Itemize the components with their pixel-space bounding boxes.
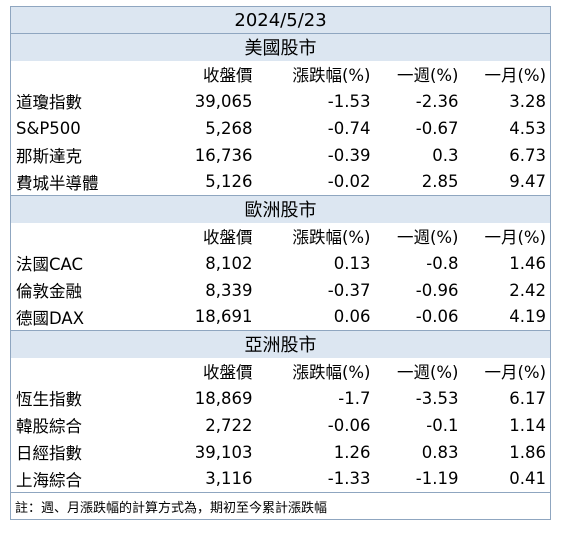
month-value: 4.53 (509, 118, 547, 138)
index-name: S&P500 (16, 118, 81, 138)
index-name: 倫敦金融 (16, 282, 82, 301)
column-header-row: 收盤價 漲跌幅(%) 一週(%) 一月(%) (11, 61, 551, 88)
index-name: 法國CAC (16, 255, 84, 274)
week-value: -3.53 (415, 388, 459, 408)
table-row: 德國DAX 18,691 0.06 -0.06 4.19 (11, 304, 551, 331)
table-body: 2024/5/23 美國股市 收盤價 漲跌幅(%) 一週(%) 一月(%) 道瓊指數 39,… (10, 6, 551, 520)
title-row: 2024/5/23 (10, 6, 551, 34)
close-value: 5,126 (205, 172, 253, 192)
change-value: 1.26 (333, 442, 371, 462)
month-value: 3.28 (509, 91, 547, 111)
change-value: -1.53 (327, 91, 371, 111)
close-value: 18,691 (194, 307, 253, 327)
table-row: 費城半導體 5,126 -0.02 2.85 9.47 (11, 169, 551, 196)
column-header-row: 收盤價 漲跌幅(%) 一週(%) 一月(%) (11, 358, 551, 385)
table-row: 那斯達克 16,736 -0.39 0.3 6.73 (11, 142, 551, 169)
close-value: 18,869 (194, 388, 253, 408)
change-value: -0.39 (327, 145, 371, 165)
week-value: -0.96 (415, 280, 459, 300)
change-value: 0.13 (333, 253, 371, 273)
close-value: 39,103 (194, 442, 253, 462)
week-value: -2.36 (415, 91, 459, 111)
column-header-close: 收盤價 (203, 228, 253, 247)
week-value: -0.1 (426, 415, 459, 435)
section-header-row: 美國股市 (10, 33, 551, 61)
month-value: 2.42 (509, 280, 547, 300)
week-value: -1.19 (415, 469, 459, 489)
change-value: -1.33 (327, 469, 371, 489)
table-row: 日經指數 39,103 1.26 0.83 1.86 (11, 439, 551, 466)
change-value: 0.06 (333, 307, 371, 327)
column-header-week: 一週(%) (396, 228, 459, 247)
column-header-row: 收盤價 漲跌幅(%) 一週(%) 一月(%) (11, 223, 551, 250)
close-value: 5,268 (205, 118, 253, 138)
column-header-close: 收盤價 (203, 66, 253, 85)
month-value: 4.19 (509, 307, 547, 327)
section-title: 亞洲股市 (10, 330, 551, 358)
table-row: S&P500 5,268 -0.74 -0.67 4.53 (11, 115, 551, 142)
column-header-blank (11, 61, 161, 88)
table-row: 恆生指數 18,869 -1.7 -3.53 6.17 (11, 385, 551, 412)
index-name: 恆生指數 (16, 390, 82, 409)
section-header-row: 歐洲股市 (10, 195, 551, 223)
index-name: 上海綜合 (16, 470, 82, 490)
week-value: -0.67 (415, 118, 459, 138)
week-value: -0.8 (426, 253, 459, 273)
index-name: 韓股綜合 (16, 417, 82, 436)
market-summary-table: 2024/5/23 美國股市 收盤價 漲跌幅(%) 一週(%) 一月(%) 道瓊指數 39,… (10, 6, 552, 520)
market-table-frame: 2024/5/23 美國股市 收盤價 漲跌幅(%) 一週(%) 一月(%) 道瓊指數 39,… (10, 6, 552, 533)
column-header-close: 收盤價 (203, 363, 253, 382)
report-date: 2024/5/23 (10, 6, 551, 34)
table-row: 上海綜合 3,116 -1.33 -1.19 0.41 (11, 466, 551, 493)
week-value: 0.83 (421, 442, 459, 462)
column-header-week: 一週(%) (396, 66, 459, 85)
close-value: 8,102 (205, 253, 253, 273)
change-value: -1.7 (338, 388, 371, 408)
month-value: 1.86 (509, 442, 547, 462)
close-value: 8,339 (205, 280, 253, 300)
change-value: -0.02 (327, 172, 371, 192)
column-header-blank (11, 358, 161, 385)
month-value: 1.14 (509, 415, 547, 435)
change-value: -0.06 (327, 415, 371, 435)
column-header-week: 一週(%) (396, 363, 459, 382)
column-header-change: 漲跌幅(%) (292, 66, 371, 85)
change-value: -0.74 (327, 118, 371, 138)
index-name: 費城半導體 (16, 173, 99, 193)
month-value: 9.47 (509, 172, 547, 192)
footnote: 註：週、月漲跌幅的計算方式為，期初至今累計漲跌幅 (10, 492, 551, 520)
column-header-change: 漲跌幅(%) (292, 363, 371, 382)
section-title: 歐洲股市 (10, 195, 551, 223)
change-value: -0.37 (327, 280, 371, 300)
column-header-month: 一月(%) (484, 228, 547, 247)
month-value: 6.17 (509, 388, 547, 408)
week-value: 0.3 (432, 145, 459, 165)
month-value: 6.73 (509, 145, 547, 165)
column-header-month: 一月(%) (484, 66, 547, 85)
index-name: 道瓊指數 (16, 93, 82, 112)
index-name: 日經指數 (16, 444, 82, 463)
index-name: 德國DAX (16, 308, 85, 328)
table-row: 韓股綜合 2,722 -0.06 -0.1 1.14 (11, 412, 551, 439)
table-row: 法國CAC 8,102 0.13 -0.8 1.46 (11, 250, 551, 277)
week-value: 2.85 (421, 172, 459, 192)
close-value: 16,736 (194, 145, 253, 165)
section-title: 美國股市 (10, 33, 551, 61)
footnote-row: 註：週、月漲跌幅的計算方式為，期初至今累計漲跌幅 (10, 492, 551, 520)
index-name: 那斯達克 (16, 147, 82, 166)
table-row: 道瓊指數 39,065 -1.53 -2.36 3.28 (11, 88, 551, 115)
close-value: 3,116 (205, 469, 253, 489)
table-row: 倫敦金融 8,339 -0.37 -0.96 2.42 (11, 277, 551, 304)
month-value: 1.46 (509, 253, 547, 273)
close-value: 2,722 (205, 415, 253, 435)
section-header-row: 亞洲股市 (10, 330, 551, 358)
column-header-change: 漲跌幅(%) (292, 228, 371, 247)
close-value: 39,065 (194, 91, 253, 111)
column-header-month: 一月(%) (484, 363, 547, 382)
month-value: 0.41 (509, 469, 547, 489)
week-value: -0.06 (415, 307, 459, 327)
column-header-blank (11, 223, 161, 250)
